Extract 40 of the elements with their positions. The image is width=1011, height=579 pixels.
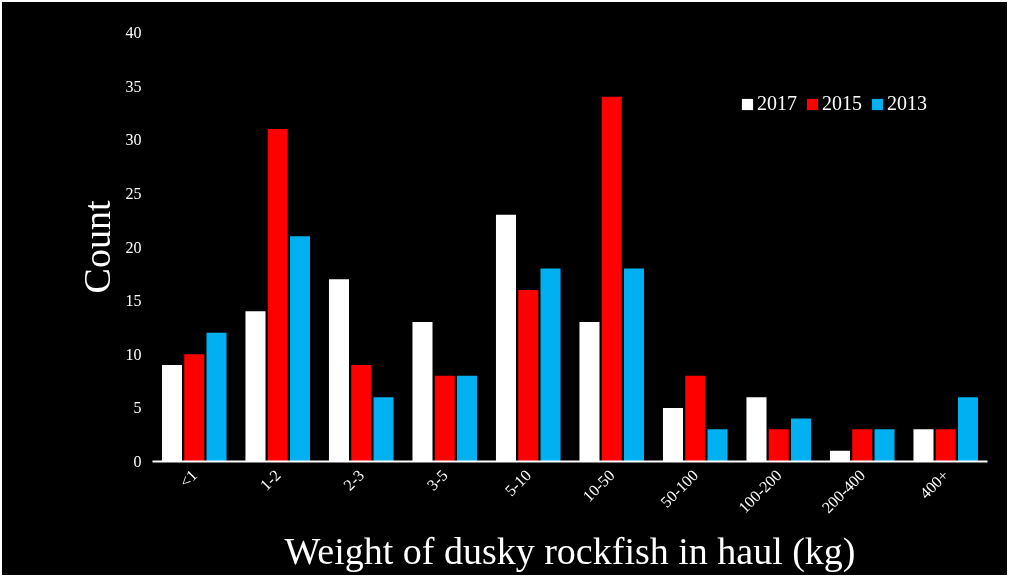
bar <box>768 429 789 462</box>
bar <box>290 236 311 462</box>
bar <box>601 96 622 462</box>
bar <box>184 354 205 462</box>
legend-label: 2015 <box>822 92 862 115</box>
bar <box>518 289 539 462</box>
bar <box>958 397 979 462</box>
y-tick-label: 20 <box>125 238 142 256</box>
bar <box>874 429 895 462</box>
x-axis-title: Weight of dusky rockfish in haul (kg) <box>284 530 856 574</box>
x-tick-label: <1 <box>176 466 201 491</box>
bar <box>624 268 645 462</box>
y-tick-label: 30 <box>125 131 142 149</box>
x-tick-label: 5-10 <box>501 466 535 500</box>
bar <box>935 429 956 462</box>
bar <box>206 332 227 462</box>
y-tick-label: 40 <box>125 24 142 41</box>
y-tick-label: 10 <box>125 345 142 363</box>
bar <box>351 364 372 462</box>
legend-label: 2017 <box>757 92 797 115</box>
x-tick-label: 400+ <box>916 466 952 502</box>
y-tick-label: 25 <box>125 184 142 202</box>
bar <box>852 429 873 462</box>
y-tick-label: 0 <box>133 453 142 470</box>
bar <box>434 375 455 462</box>
bar <box>373 397 394 462</box>
y-tick-label: 5 <box>133 399 142 417</box>
x-tick-label: 3-5 <box>423 466 451 494</box>
y-tick-label: 35 <box>125 77 142 95</box>
x-tick-label: 1-2 <box>256 466 284 494</box>
bar <box>791 418 812 462</box>
bar <box>457 375 478 462</box>
bar <box>267 129 288 462</box>
x-tick-label: 2-3 <box>340 466 368 494</box>
bar <box>540 268 561 462</box>
y-axis-title: Count <box>75 200 118 294</box>
bar <box>685 375 706 462</box>
y-tick-label: 15 <box>125 292 142 310</box>
legend-label: 2013 <box>887 92 927 115</box>
bar <box>707 429 728 462</box>
